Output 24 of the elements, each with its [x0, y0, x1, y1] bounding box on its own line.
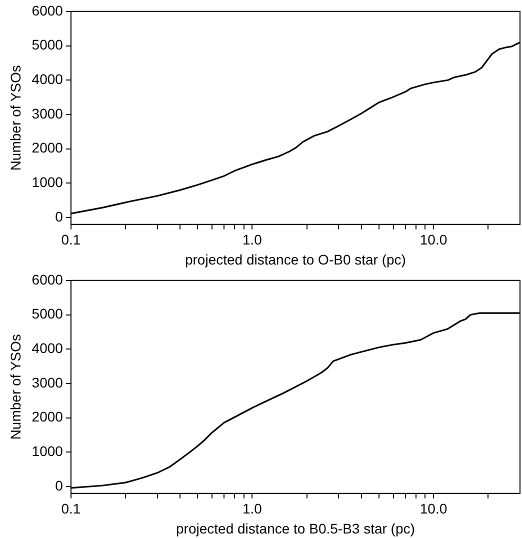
y-tick-label: 4000 — [32, 340, 64, 356]
y-tick-label: 5000 — [32, 306, 64, 322]
y-axis-title: Number of YSOs — [7, 334, 24, 440]
y-tick-label: 1000 — [32, 174, 64, 190]
y-tick-label: 6000 — [32, 2, 64, 18]
x-tick-label: 1.0 — [242, 232, 262, 248]
y-tick-label: 6000 — [32, 271, 64, 288]
y-tick-label: 4000 — [32, 70, 64, 87]
y-tick-label: 0 — [55, 477, 64, 494]
y-tick-label: 1000 — [32, 443, 64, 460]
x-tick-label: 1.0 — [242, 500, 262, 517]
x-axis-title: projected distance to B0.5-B3 star (pc) — [176, 520, 415, 536]
y-tick-label: 2000 — [32, 408, 64, 425]
x-axis-title: projected distance to O-B0 star (pc) — [184, 251, 406, 268]
x-tick-label: 0.1 — [61, 232, 81, 248]
y-axis-title: Number of YSOs — [7, 65, 24, 171]
x-tick-label: 10.0 — [420, 500, 448, 517]
x-tick-label: 10.0 — [420, 232, 448, 248]
y-tick-label: 3000 — [32, 105, 64, 122]
y-tick-label: 0 — [55, 208, 64, 224]
y-tick-label: 3000 — [32, 374, 64, 390]
x-tick-label: 0.1 — [61, 500, 81, 517]
y-tick-label: 2000 — [32, 140, 64, 156]
y-tick-label: 5000 — [32, 36, 64, 53]
